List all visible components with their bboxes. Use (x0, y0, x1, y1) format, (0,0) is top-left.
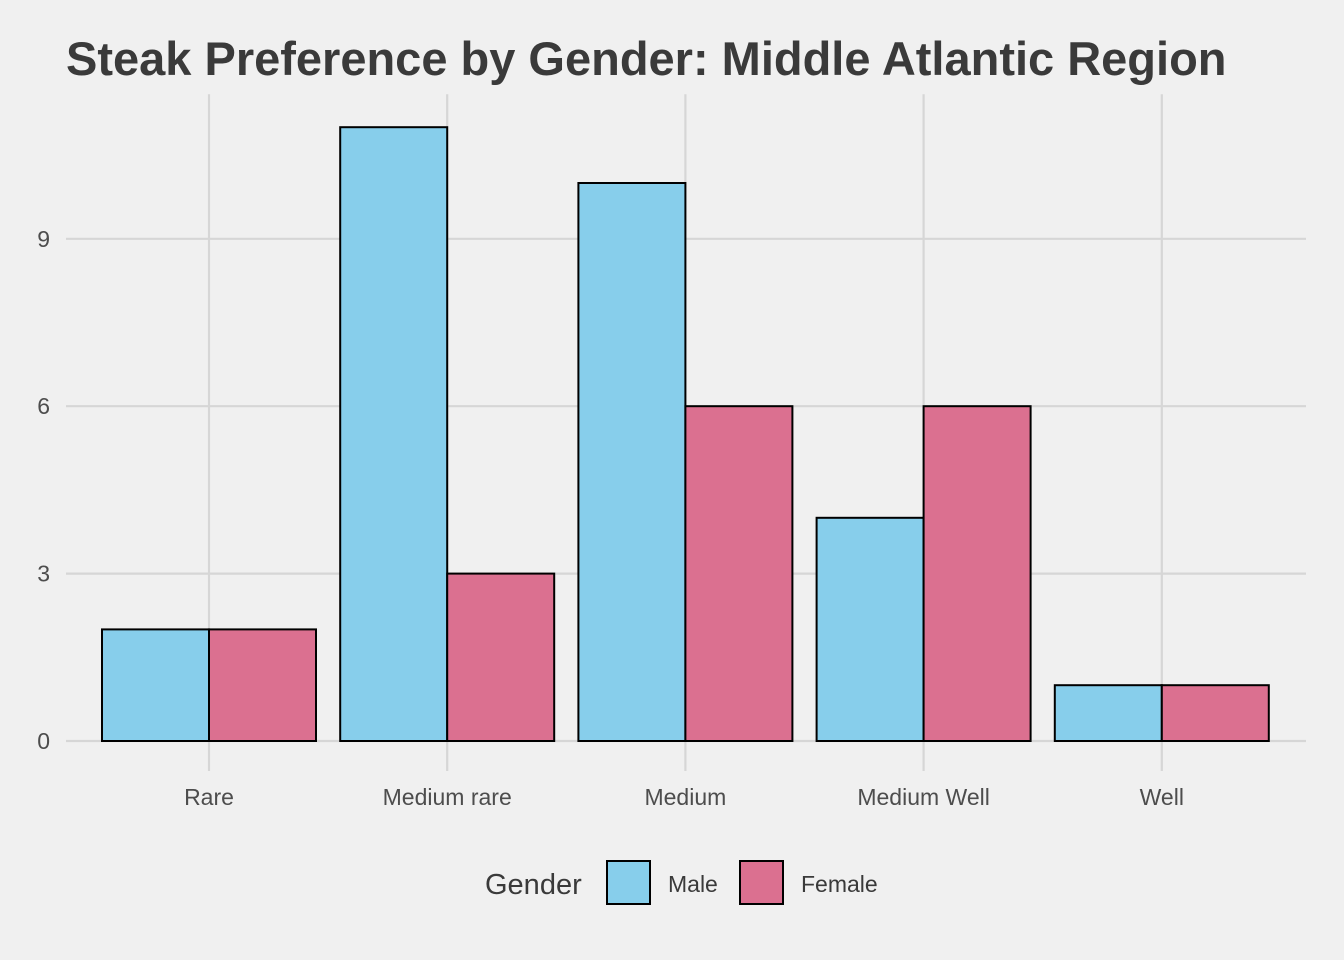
bar-male-well (1053, 684, 1163, 743)
bar-female-medium-well (922, 405, 1032, 742)
bar-female-rare (208, 628, 317, 743)
bar-female-well (1160, 684, 1270, 743)
y-tick-label: 6 (37, 393, 50, 419)
x-tick-label: Well (1140, 784, 1184, 810)
y-axis-ticks: 0 3 6 9 (37, 226, 50, 754)
bar-male-medium (577, 182, 687, 742)
legend: Gender Male Female (485, 860, 878, 905)
chart-title: Steak Preference by Gender: Middle Atlan… (66, 32, 1227, 85)
x-tick-label: Medium Well (857, 784, 990, 810)
bar-female-medium (684, 405, 794, 742)
x-axis-ticks: Rare Medium rare Medium Medium Well Well (184, 784, 1184, 810)
bar-male-medium-rare (339, 126, 449, 742)
legend-label-male: Male (668, 871, 718, 897)
legend-key-male (606, 860, 651, 905)
bar-male-medium-well (815, 516, 925, 742)
x-tick-label: Medium rare (383, 784, 512, 810)
x-tick-label: Medium (644, 784, 726, 810)
y-tick-label: 0 (37, 728, 50, 754)
legend-label-female: Female (801, 871, 878, 897)
x-tick-label: Rare (184, 784, 234, 810)
y-tick-label: 9 (37, 226, 50, 252)
bars-layer (101, 126, 1270, 743)
legend-title: Gender (485, 869, 582, 901)
legend-key-female (739, 860, 784, 905)
bar-female-medium-rare (446, 572, 556, 742)
bar-male-rare (101, 628, 210, 743)
y-tick-label: 3 (37, 561, 50, 587)
